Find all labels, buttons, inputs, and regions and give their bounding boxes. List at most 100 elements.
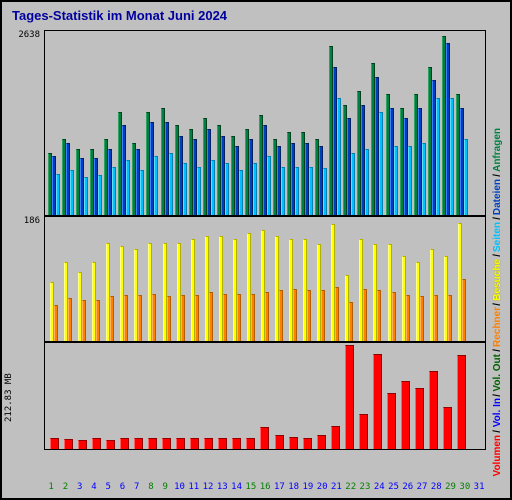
xlabel-day: 25 (386, 482, 400, 492)
bar-seiten (253, 163, 257, 215)
bar-volumen (120, 438, 129, 449)
bar-rechner (406, 295, 410, 341)
day-column (145, 31, 159, 215)
day-column (230, 31, 244, 215)
bar-rechner (321, 290, 325, 341)
xlabel-day: 4 (87, 482, 101, 492)
bar-rechner (54, 305, 58, 341)
day-column (188, 217, 202, 341)
bar-volumen (190, 438, 199, 449)
panel-hits (44, 30, 486, 216)
bar-seiten (70, 170, 74, 215)
bar-rechner (420, 296, 424, 341)
bar-seiten (323, 168, 327, 215)
chart-frame: Tages-Statistik im Monat Juni 2024 2638 … (0, 0, 512, 500)
day-column (230, 217, 244, 341)
bar-seiten (154, 156, 158, 215)
day-column (75, 217, 89, 341)
bar-volumen (289, 437, 298, 449)
xlabel-day: 1 (44, 482, 58, 492)
bar-volumen (373, 354, 382, 449)
xlabel-day: 8 (144, 482, 158, 492)
day-column (258, 343, 272, 449)
day-column (174, 343, 188, 449)
day-column (202, 31, 216, 215)
bar-seiten (450, 98, 454, 215)
bar-seiten (225, 163, 229, 215)
xlabel-day: 7 (130, 482, 144, 492)
bar-seiten (436, 98, 440, 215)
ylabel-top: 2638 (4, 30, 40, 40)
bar-seiten (394, 146, 398, 215)
legend-item: Vol. Out (492, 354, 503, 392)
day-column (103, 343, 117, 449)
bar-seiten (422, 143, 426, 215)
day-column (131, 343, 145, 449)
day-column (145, 217, 159, 341)
legend-separator: / (492, 394, 503, 397)
day-column (160, 343, 174, 449)
bar-rechner (363, 289, 367, 341)
bar-volumen (246, 438, 255, 449)
day-column (455, 343, 469, 449)
bar-rechner (448, 295, 452, 341)
bar-rechner (392, 292, 396, 341)
day-column (399, 217, 413, 341)
legend-item: Dateien (492, 179, 503, 215)
xlabel-day: 13 (215, 482, 229, 492)
legend-separator: / (492, 303, 503, 306)
bar-rechner (293, 289, 297, 341)
day-column (427, 343, 441, 449)
day-column (342, 31, 356, 215)
day-column (413, 217, 427, 341)
bar-volumen (331, 426, 340, 449)
day-column (427, 217, 441, 341)
xlabel-day: 19 (301, 482, 315, 492)
day-column (370, 31, 384, 215)
day-column (328, 343, 342, 449)
day-column (188, 31, 202, 215)
legend-separator: / (492, 217, 503, 220)
day-column (469, 217, 483, 341)
bar-seiten (267, 156, 271, 215)
bar-seiten (183, 163, 187, 215)
xlabel-day: 16 (258, 482, 272, 492)
legend-separator: / (492, 254, 503, 257)
legend-item: Besuche (492, 259, 503, 301)
bar-seiten (56, 174, 60, 215)
xlabel-day: 10 (172, 482, 186, 492)
day-column (47, 217, 61, 341)
bar-rechner (349, 302, 353, 341)
day-column (441, 31, 455, 215)
day-column (61, 217, 75, 341)
legend-item: Vol. In (492, 398, 503, 427)
day-column (117, 217, 131, 341)
bar-seiten (140, 170, 144, 215)
bar-volumen (401, 381, 410, 449)
xlabel-day: 31 (472, 482, 486, 492)
xlabel-day: 29 (443, 482, 457, 492)
bar-seiten (351, 153, 355, 215)
bar-volumen (204, 438, 213, 449)
day-column (328, 217, 342, 341)
xlabel-day: 30 (458, 482, 472, 492)
bar-volumen (429, 371, 438, 449)
day-column (370, 343, 384, 449)
bar-volumen (359, 414, 368, 449)
day-column (272, 217, 286, 341)
day-column (272, 343, 286, 449)
day-column (385, 343, 399, 449)
xlabel-day: 21 (329, 482, 343, 492)
day-column (117, 31, 131, 215)
day-column (314, 343, 328, 449)
bar-seiten (337, 98, 341, 215)
bar-rechner (138, 295, 142, 341)
bar-seiten (365, 149, 369, 215)
day-column (89, 31, 103, 215)
bar-volumen (345, 345, 354, 449)
bar-volumen (415, 388, 424, 449)
xlabel-day: 23 (358, 482, 372, 492)
bar-rechner (68, 298, 72, 341)
day-column (244, 217, 258, 341)
day-column (75, 343, 89, 449)
